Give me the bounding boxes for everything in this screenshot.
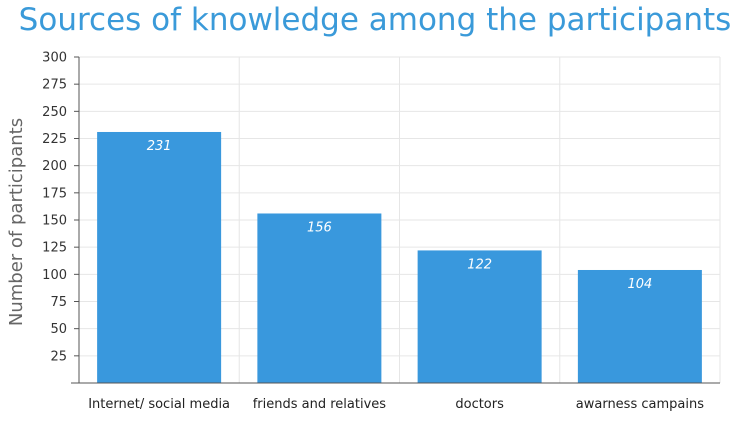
bar-value-label: 231 bbox=[147, 139, 172, 154]
y-axis-title: Number of participants bbox=[6, 118, 27, 326]
y-tick-label: 125 bbox=[42, 241, 67, 256]
y-tick-label: 25 bbox=[50, 349, 67, 364]
y-tick-label: 100 bbox=[42, 268, 67, 283]
y-tick-label: 275 bbox=[42, 78, 67, 93]
y-tick-label: 175 bbox=[42, 186, 67, 201]
bar bbox=[417, 250, 542, 383]
axis-layer bbox=[71, 56, 720, 384]
bar bbox=[257, 213, 382, 383]
chart-title: Sources of knowledge among the participa… bbox=[18, 2, 732, 38]
y-tick-label: 200 bbox=[42, 159, 67, 174]
y-tick-label: 75 bbox=[50, 295, 67, 310]
y-tick-label: 250 bbox=[42, 105, 67, 120]
y-tick-label: 150 bbox=[42, 214, 67, 229]
x-category-label: doctors bbox=[455, 397, 504, 412]
x-category-label: Internet/ social media bbox=[88, 397, 230, 412]
bar-value-label: 104 bbox=[627, 277, 652, 292]
y-tick-label: 50 bbox=[50, 322, 67, 337]
label-layer: 25 50 75 100 125 150 175 200 225 250 275 300 231 Inte… bbox=[6, 51, 704, 413]
bar-layer bbox=[97, 131, 702, 383]
y-tick-label: 225 bbox=[42, 132, 67, 147]
bar bbox=[97, 131, 222, 383]
x-category-label: awarness campains bbox=[576, 397, 704, 412]
bar-value-label: 122 bbox=[467, 257, 492, 272]
bar bbox=[577, 269, 702, 383]
y-tick-label: 300 bbox=[42, 51, 67, 66]
x-category-label: friends and relatives bbox=[253, 397, 387, 412]
bar-value-label: 156 bbox=[307, 220, 332, 235]
